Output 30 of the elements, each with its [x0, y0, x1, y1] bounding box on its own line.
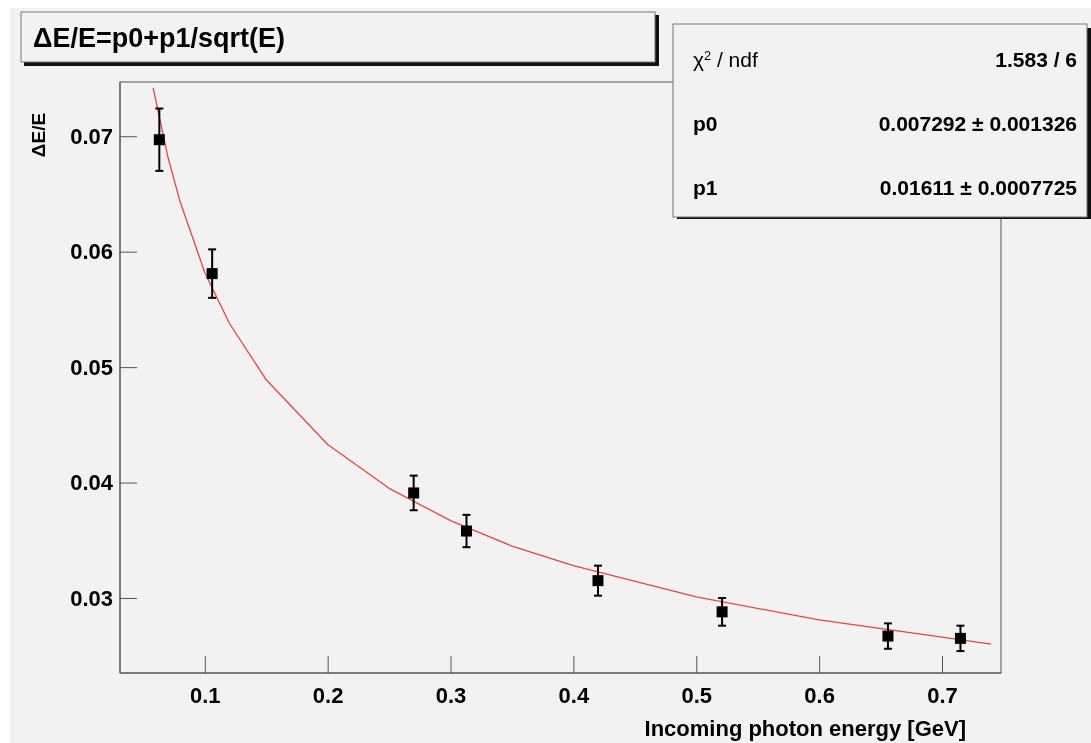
chart-title: ΔE/E=p0+p1/sqrt(E)	[33, 23, 285, 53]
annotation: 0.01611 ± 0.0007725	[879, 176, 1078, 199]
x-tick-label: 0.1	[189, 682, 221, 708]
x-tick-label: 0.6	[804, 682, 835, 708]
y-tick-label: 0.05	[70, 354, 113, 380]
y-tick-label: 0.06	[70, 239, 113, 265]
point	[882, 630, 894, 642]
annotation: p0	[693, 112, 718, 135]
y-tick-label: 0.04	[70, 470, 114, 496]
point	[954, 632, 966, 644]
x-tick-label: 0.7	[927, 682, 958, 708]
point	[153, 134, 165, 146]
y-tick-label: 0.03	[70, 585, 113, 611]
y-axis-title: ΔE/E	[28, 112, 49, 158]
y-tick-label: 0.07	[70, 123, 113, 149]
point	[461, 525, 472, 537]
text: χ$^{2}$ / ndf	[693, 48, 758, 71]
text: 1.583 / 6	[995, 48, 1077, 71]
point	[716, 606, 728, 618]
x-tick-label: 0.3	[435, 682, 467, 708]
x-axis-title: Incoming photon energy [GeV]	[644, 716, 966, 741]
point	[206, 268, 218, 280]
x-tick-label: 0.4	[558, 682, 590, 708]
point	[592, 575, 604, 587]
title-box: ΔE/E=p0+p1/sqrt(E)	[20, 11, 659, 66]
annotation: p1	[693, 176, 718, 199]
point	[408, 487, 420, 499]
x-tick-label: 0.5	[681, 682, 713, 708]
annotation: 0.007292 ± 0.001326	[878, 112, 1077, 135]
x-tick-label: 0.2	[312, 682, 344, 708]
